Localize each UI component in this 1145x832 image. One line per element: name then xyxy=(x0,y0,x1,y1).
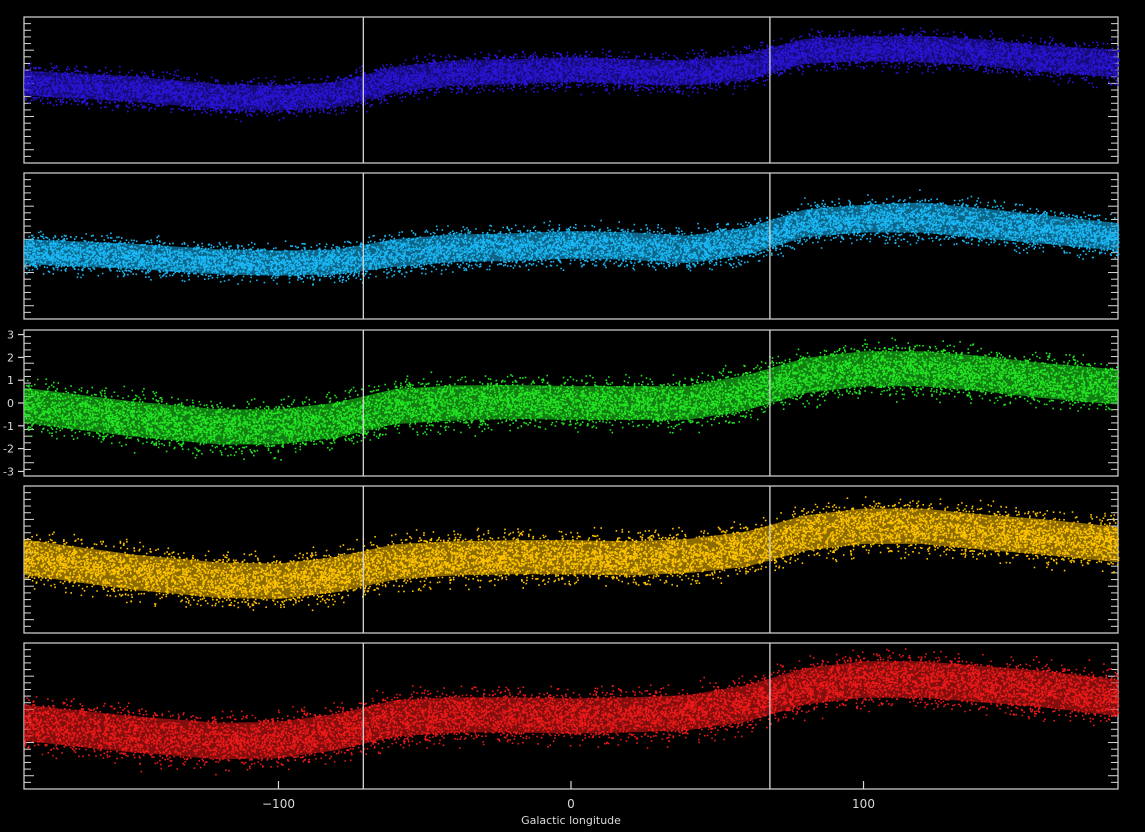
panel-4 xyxy=(23,485,1120,634)
y-tick-label: 1 xyxy=(7,374,14,387)
panel-2 xyxy=(23,172,1120,320)
series-dense-core xyxy=(24,661,1118,760)
series-points xyxy=(24,337,1120,461)
panel-3: 3 2 1 0 -1 -2 -3 xyxy=(3,329,1120,478)
y-tick-label: -2 xyxy=(3,443,14,456)
series-dense-core xyxy=(24,202,1118,276)
x-tick-label: −100 xyxy=(262,797,295,811)
y-tick-label: -3 xyxy=(3,465,14,478)
series-dense-core xyxy=(24,351,1118,445)
x-tick-label: 0 xyxy=(567,797,575,811)
y-tick-label: 3 xyxy=(7,329,14,342)
y-tick-label: 2 xyxy=(7,351,14,364)
x-axis-label: Galactic longitude xyxy=(521,814,621,827)
series-points xyxy=(24,648,1120,776)
series-points xyxy=(24,496,1120,612)
series-dense-core xyxy=(24,35,1118,111)
panel-1 xyxy=(23,16,1120,164)
x-tick-label: 100 xyxy=(852,797,875,811)
panel-5 xyxy=(23,642,1120,790)
series-dense-core xyxy=(24,508,1118,599)
y-tick-label: -1 xyxy=(3,420,14,433)
series-points xyxy=(24,189,1120,286)
y-tick-label: 0 xyxy=(7,397,14,410)
series-points xyxy=(24,27,1120,123)
x-axis: −100 0 100 Galactic longitude xyxy=(262,781,875,827)
